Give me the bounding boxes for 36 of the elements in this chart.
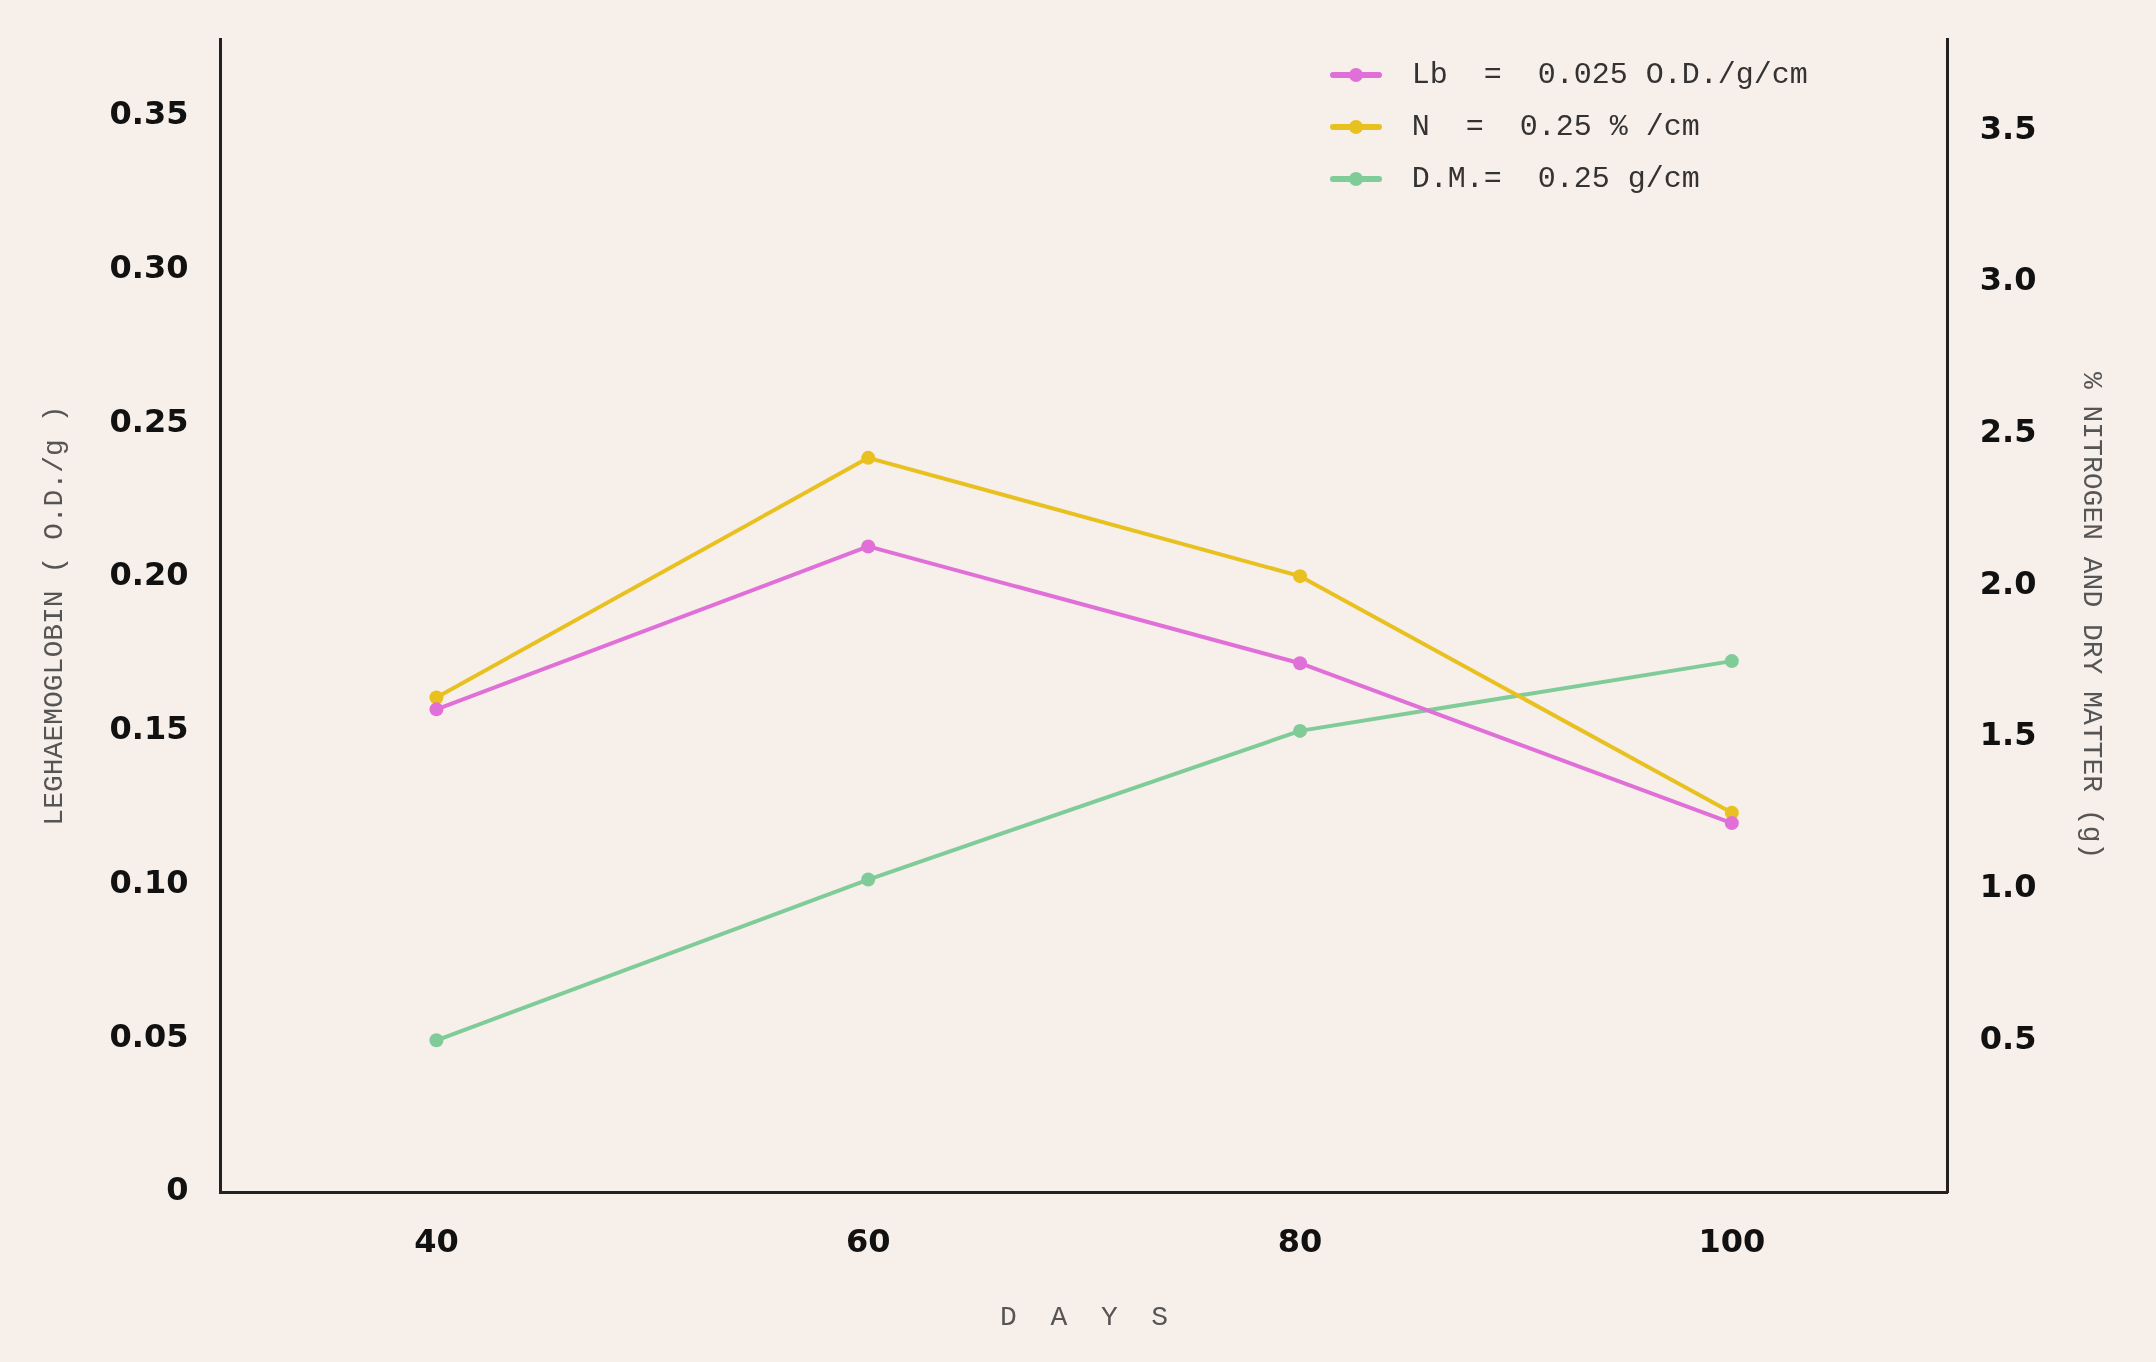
y2-tick-label: 1.5 [1979,715,2037,754]
y-tick-label: 0.25 [109,401,189,440]
legend-label: Lb = 0.025 O.D./g/cm [1411,58,1808,93]
point [1293,569,1308,584]
x-tick-label: 100 [1698,1221,1766,1260]
point [1724,654,1739,669]
y-tick-label: 0.30 [109,248,189,287]
point [861,450,876,465]
point [429,690,444,705]
y-axis-title: LEGHAEMOGLOBIN ( O.D./g ) [39,405,71,826]
point [1724,816,1739,831]
y-tick-label: 0.10 [109,862,189,901]
point [429,702,444,717]
y-tick-label: 0.05 [109,1016,189,1055]
point [861,872,876,887]
y-tick-label: 0.15 [109,709,189,748]
point [429,1033,444,1048]
x-axis-title: D A Y S [1000,1301,1169,1333]
y2-tick-label: 3.5 [1979,108,2037,147]
point [1293,656,1308,671]
y2-tick-label: 0.5 [1979,1018,2037,1057]
y-tick-label: 0.20 [109,555,189,594]
legend-label: D.M.= 0.25 g/cm [1411,162,1700,197]
y-tick-label: 0.35 [109,94,189,133]
x-tick-label: 60 [845,1221,891,1260]
x-tick-label: 40 [414,1221,459,1260]
point [1293,723,1308,738]
y2-tick-label: 1.0 [1979,866,2037,905]
point [861,539,876,554]
y2-tick-label: 2.0 [1979,563,2037,602]
y-tick-label: 0 [166,1170,189,1209]
legend-label: N = 0.25 % /cm [1411,110,1700,145]
y2-tick-label: 2.5 [1979,411,2037,450]
x-tick-label: 80 [1277,1221,1323,1260]
y2-axis-title: % NITROGEN AND DRY MATTER (g) [2075,371,2107,860]
y2-tick-label: 3.0 [1979,260,2037,299]
